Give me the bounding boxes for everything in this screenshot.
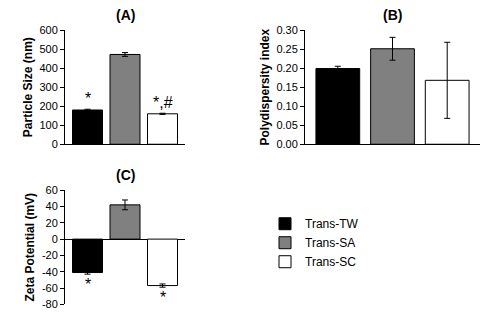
svg-text:0.10: 0.10: [276, 100, 297, 112]
svg-text:600: 600: [39, 24, 57, 36]
svg-text:(C): (C): [116, 167, 135, 183]
svg-text:Polydispersity index: Polydispersity index: [258, 29, 272, 146]
svg-text:40: 40: [46, 200, 58, 212]
svg-text:0.20: 0.20: [276, 62, 297, 74]
svg-text:0.15: 0.15: [276, 81, 297, 93]
svg-text:Zeta Potential (mV): Zeta Potential (mV): [23, 193, 37, 302]
svg-text:0: 0: [52, 138, 58, 150]
svg-text:-80: -80: [42, 298, 58, 310]
svg-text:-20: -20: [42, 249, 58, 261]
svg-text:Trans-SA: Trans-SA: [305, 236, 355, 250]
svg-text:*: *: [85, 276, 91, 293]
svg-text:Trans-SC: Trans-SC: [305, 255, 356, 269]
svg-text:*: *: [85, 90, 91, 107]
svg-text:(B): (B): [383, 7, 402, 23]
svg-text:100: 100: [39, 119, 57, 131]
svg-text:60: 60: [46, 184, 58, 196]
svg-text:0: 0: [52, 233, 58, 245]
svg-text:0.25: 0.25: [276, 43, 297, 55]
svg-text:Particle Size (nm): Particle Size (nm): [21, 37, 35, 137]
svg-text:*: *: [160, 289, 166, 306]
svg-text:*,#: *,#: [153, 94, 173, 111]
svg-text:-60: -60: [42, 282, 58, 294]
svg-text:500: 500: [39, 43, 57, 55]
svg-text:(A): (A): [116, 7, 135, 23]
svg-text:20: 20: [46, 217, 58, 229]
svg-text:0.00: 0.00: [276, 138, 297, 150]
svg-text:-40: -40: [42, 266, 58, 278]
svg-text:Trans-TW: Trans-TW: [305, 217, 359, 231]
svg-text:0.05: 0.05: [276, 119, 297, 131]
svg-text:0.30: 0.30: [276, 24, 297, 36]
svg-text:200: 200: [39, 100, 57, 112]
svg-text:300: 300: [39, 81, 57, 93]
svg-text:400: 400: [39, 62, 57, 74]
